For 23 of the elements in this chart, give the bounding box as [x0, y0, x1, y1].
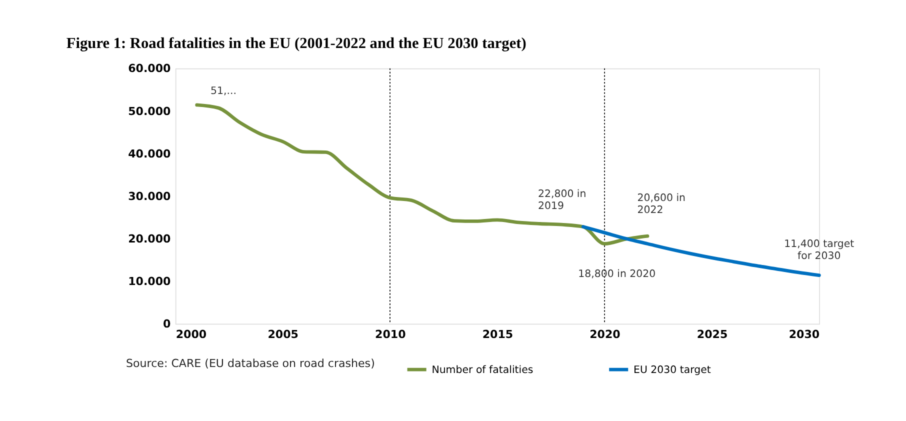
- y-tick-label: 40.000: [128, 147, 172, 160]
- chart-title: Figure 1: Road fatalities in the EU (2001-2022 and the EU 2030 target): [66, 34, 526, 52]
- annotation: 20,600 in 2022: [637, 193, 686, 216]
- annotation: 51,...: [210, 86, 236, 97]
- y-tick-label: 20.000: [128, 232, 172, 246]
- annotation: 22,800 in 2019: [538, 188, 586, 212]
- y-tick-label: 30.000: [128, 190, 172, 203]
- x-tick-label: 2000: [176, 328, 207, 341]
- y-tick-label: 0: [163, 318, 172, 331]
- x-tick-label: 2015: [482, 328, 514, 341]
- y-tick-label: 50.000: [128, 104, 172, 118]
- y-tick-label: 60.000: [128, 62, 172, 76]
- x-tick-label: 2005: [268, 328, 298, 341]
- x-tick-label: 2020: [590, 328, 621, 341]
- y-tick-label: 10.000: [128, 275, 172, 288]
- x-tick-label: 2010: [375, 328, 406, 341]
- legend-label: EU 2030 target: [634, 364, 711, 376]
- source-note: Source: CARE (EU database on road crashes): [126, 357, 375, 370]
- legend-label: Number of fatalities: [432, 364, 534, 376]
- annotation: 18,800 in 2020: [578, 268, 656, 280]
- x-tick-label: 2025: [696, 328, 728, 341]
- annotation: 11,400 target for 2030: [784, 239, 854, 262]
- x-tick-label: 2030: [788, 328, 820, 341]
